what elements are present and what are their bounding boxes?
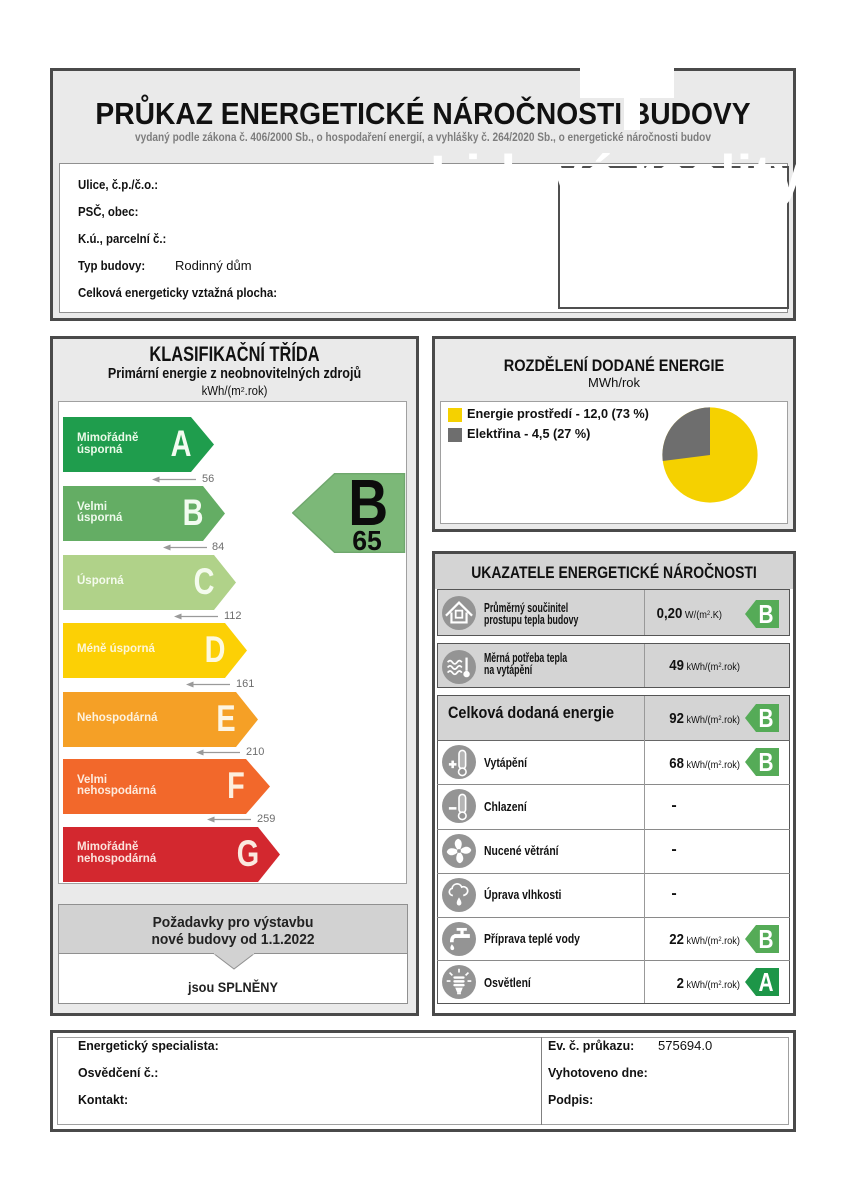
svg-text:B: B xyxy=(759,704,774,732)
svg-text:A: A xyxy=(759,968,774,996)
svg-text:B: B xyxy=(759,600,774,628)
svg-text:B: B xyxy=(759,925,774,953)
svg-text:B: B xyxy=(759,748,774,776)
